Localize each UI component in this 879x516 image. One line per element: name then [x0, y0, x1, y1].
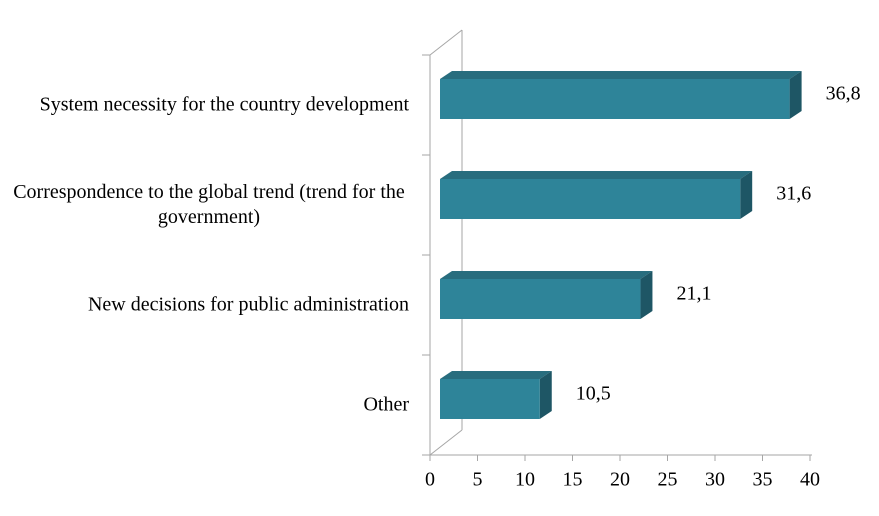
value-label: 36,8	[826, 83, 861, 105]
value-label: 10,5	[576, 383, 611, 405]
bar	[440, 279, 641, 319]
wall-edge	[429, 429, 463, 456]
x-tick-label: 35	[753, 469, 773, 491]
x-tick-label: 20	[610, 469, 630, 491]
value-label: 31,6	[776, 183, 811, 205]
bar	[440, 379, 540, 419]
bar-top	[440, 271, 653, 279]
bar-top	[440, 371, 552, 379]
bar-side	[789, 71, 802, 119]
bar	[440, 79, 790, 119]
category-label: System necessity for the country develop…	[39, 93, 409, 116]
bar-top	[440, 171, 753, 179]
bar-side	[539, 371, 552, 419]
bar-side	[740, 171, 753, 219]
x-tick-label: 30	[705, 469, 725, 491]
bar-side	[640, 271, 653, 319]
bar	[440, 179, 741, 219]
x-tick-label: 10	[515, 469, 535, 491]
x-tick-label: 15	[563, 469, 583, 491]
value-label: 21,1	[676, 283, 711, 305]
x-tick-label: 5	[473, 469, 483, 491]
x-tick-label: 25	[658, 469, 678, 491]
x-tick-label: 0	[425, 469, 435, 491]
category-label: Correspondence to the global trend (tren…	[13, 181, 405, 228]
bar-top	[440, 71, 802, 79]
x-tick-label: 40	[800, 469, 820, 491]
wall-edge	[429, 29, 463, 56]
category-label: Other	[363, 393, 409, 416]
category-label: New decisions for public administration	[87, 293, 409, 316]
